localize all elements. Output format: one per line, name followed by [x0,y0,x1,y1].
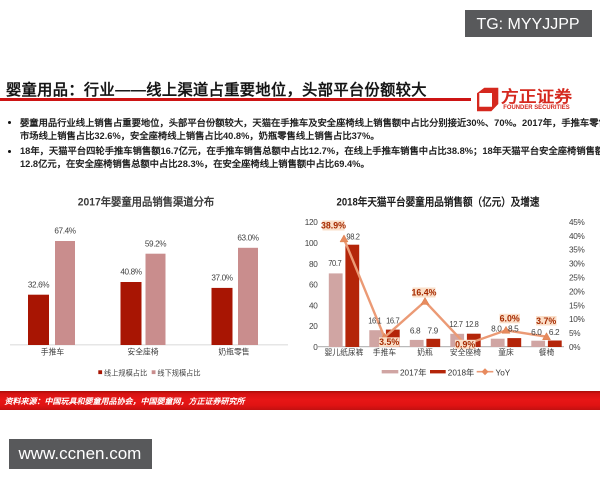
svg-text:20%: 20% [569,287,585,296]
svg-text:2018年: 2018年 [448,367,474,377]
svg-text:2017年: 2017年 [400,367,426,377]
svg-text:8.5: 8.5 [508,324,519,333]
svg-text:7.9: 7.9 [428,327,439,336]
svg-text:16.1: 16.1 [368,317,382,326]
svg-text:30%: 30% [569,260,585,269]
svg-text:20: 20 [309,322,318,331]
svg-text:0%: 0% [569,343,580,352]
svg-text:70.7: 70.7 [328,259,342,268]
svg-text:12.7: 12.7 [449,320,463,329]
svg-text:120: 120 [305,218,319,227]
svg-text:线上规模占比: 线上规模占比 [104,368,147,377]
svg-text:线下规模占比: 线下规模占比 [157,368,200,377]
svg-text:0.9%: 0.9% [455,340,475,350]
svg-text:15%: 15% [569,301,585,310]
svg-text:安全座椅: 安全座椅 [127,347,158,357]
svg-text:35%: 35% [569,246,585,255]
svg-text:37.0%: 37.0% [211,274,232,283]
svg-text:6.2: 6.2 [549,328,560,337]
svg-text:60: 60 [309,281,318,290]
svg-text:16.4%: 16.4% [412,288,437,298]
svg-text:59.2%: 59.2% [145,239,166,248]
svg-text:手推车: 手推车 [373,347,397,357]
svg-text:童床: 童床 [498,347,514,357]
svg-text:12.8: 12.8 [465,320,479,329]
svg-text:10%: 10% [569,315,585,324]
svg-text:3.7%: 3.7% [536,316,556,326]
svg-text:3.5%: 3.5% [379,337,399,347]
svg-text:6.0: 6.0 [531,328,542,337]
svg-text:32.6%: 32.6% [28,280,49,289]
svg-text:67.4%: 67.4% [54,227,75,236]
svg-text:8.0: 8.0 [491,324,502,333]
svg-text:0: 0 [313,343,318,352]
svg-text:手推车: 手推车 [41,347,65,357]
svg-text:奶瓶: 奶瓶 [417,347,433,357]
svg-text:安全座椅: 安全座椅 [450,347,481,357]
svg-text:63.0%: 63.0% [237,233,258,242]
svg-text:98.2: 98.2 [346,233,360,242]
svg-text:100: 100 [305,239,319,248]
svg-text:6.0%: 6.0% [500,314,520,324]
svg-text:40.8%: 40.8% [120,268,141,277]
svg-text:婴儿纸尿裤: 婴儿纸尿裤 [325,347,364,357]
svg-text:80: 80 [309,260,318,269]
svg-text:38.9%: 38.9% [321,221,346,231]
svg-text:5%: 5% [569,329,580,338]
svg-text:YoY: YoY [496,368,511,377]
svg-text:25%: 25% [569,274,585,283]
svg-text:FOUNDER SECURITIES: FOUNDER SECURITIES [503,105,569,111]
svg-text:40%: 40% [569,232,585,241]
svg-text:16.7: 16.7 [386,317,400,326]
svg-text:奶瓶零售: 奶瓶零售 [218,347,249,357]
svg-text:40: 40 [309,301,318,310]
svg-text:6.8: 6.8 [410,327,421,336]
svg-text:餐椅: 餐椅 [539,347,555,357]
svg-text:2017年婴童用品销售渠道分布: 2017年婴童用品销售渠道分布 [78,196,215,209]
svg-text:方正证券: 方正证券 [501,87,573,106]
svg-text:2018年天猫平台婴童用品销售额（亿元）及增速: 2018年天猫平台婴童用品销售额（亿元）及增速 [337,195,540,209]
svg-text:45%: 45% [569,218,585,227]
